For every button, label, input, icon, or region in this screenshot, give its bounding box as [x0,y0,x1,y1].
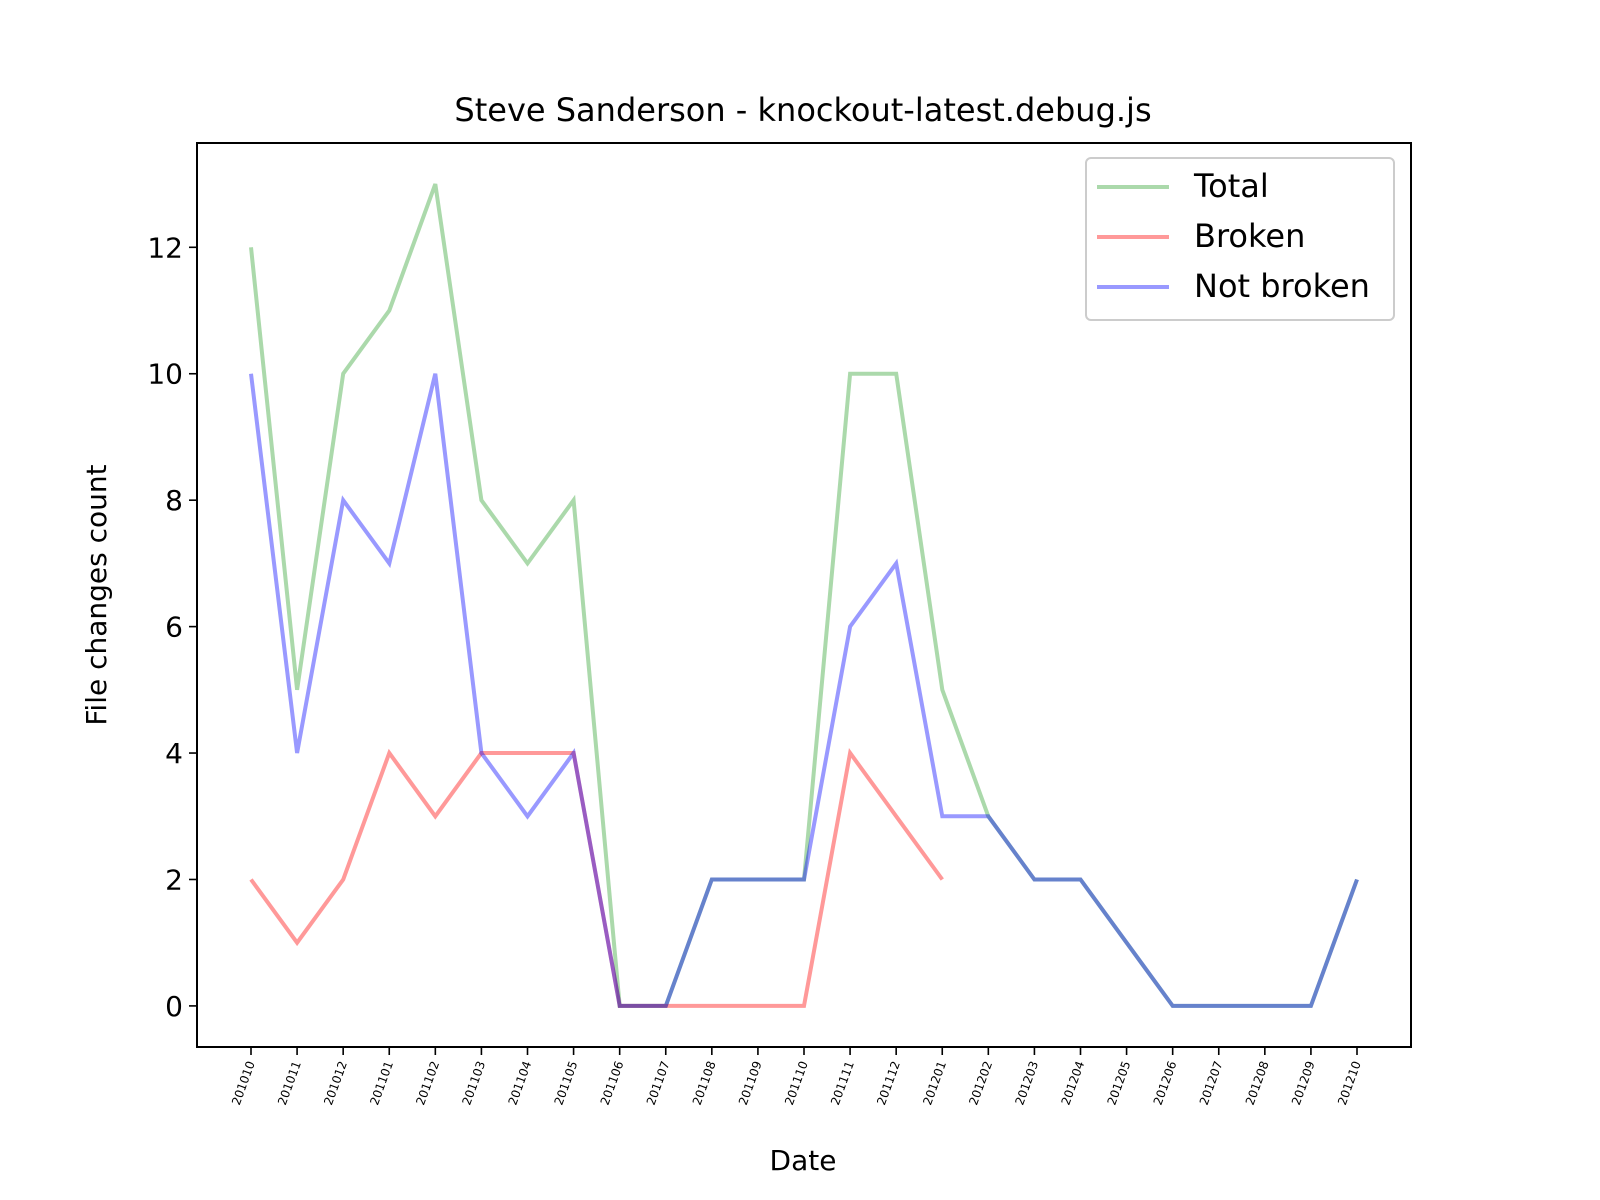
y-axis-label: File changes count [80,464,113,725]
legend-label: Broken [1194,217,1305,255]
y-axis: 0 2 4 6 8 10 12 [147,231,197,1023]
legend-frame [1085,157,1395,321]
legend-label: Total [1193,167,1269,205]
series-layer [249,183,1359,1008]
chart-title: Steve Sanderson - knockout-latest.debug.… [454,91,1151,129]
y-tick-label: 12 [147,231,183,264]
legend-label: Not broken [1194,267,1370,305]
y-tick-label: 2 [165,863,183,896]
y-tick-label: 8 [165,484,183,517]
series-line-not-broken [249,373,1359,1008]
y-tick-label: 10 [147,358,183,391]
series-line-broken [249,748,944,1008]
x-axis-label: Date [770,1144,837,1177]
y-tick-label: 4 [165,737,183,770]
y-tick-label: 6 [165,611,183,644]
y-tick-label: 0 [165,990,183,1023]
legend: Total Broken Not broken [1085,157,1395,321]
series-line-total [249,183,1359,1008]
